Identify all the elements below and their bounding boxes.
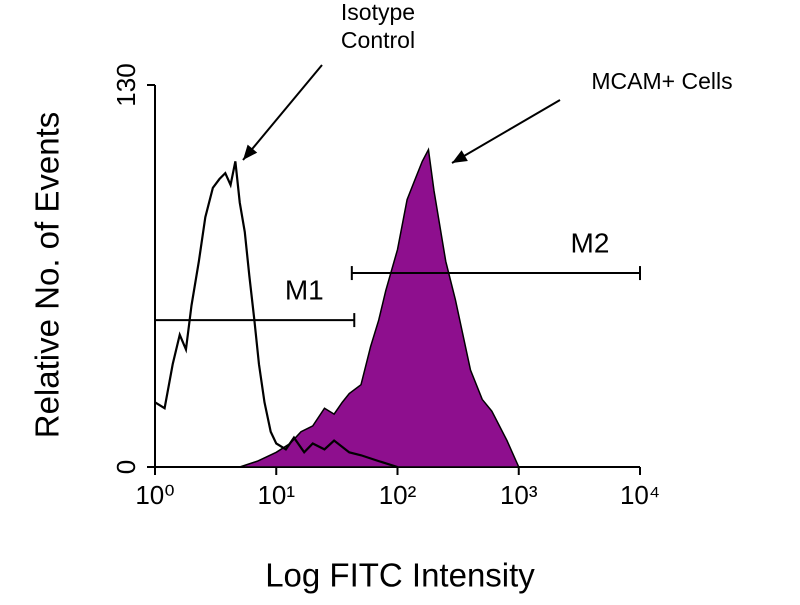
histogram-area <box>239 147 520 468</box>
x-tick-label: 10² <box>379 480 417 510</box>
y-tick-label: 0 <box>111 460 141 474</box>
x-tick-label: 10¹ <box>257 480 295 510</box>
annotation-text: Isotype <box>341 0 415 25</box>
annotation-arrowhead <box>452 150 468 163</box>
x-tick-label: 10⁰ <box>135 480 174 510</box>
y-axis-label: Relative No. of Events <box>29 112 66 439</box>
histogram-line <box>154 161 398 469</box>
x-tick-label: 10⁴ <box>620 480 660 510</box>
x-axis-label: Log FITC Intensity <box>265 557 535 594</box>
gate-label: M2 <box>571 227 610 258</box>
gate-label: M1 <box>285 274 324 305</box>
annotation-arrow <box>242 64 323 161</box>
x-tick-label: 10³ <box>500 480 538 510</box>
annotation-arrow <box>451 99 561 164</box>
annotation-text: Control <box>341 27 415 53</box>
annotation-text: MCAM+ Cells <box>591 68 732 94</box>
y-tick-label: 130 <box>111 63 141 106</box>
annotation-arrowhead <box>243 144 258 160</box>
